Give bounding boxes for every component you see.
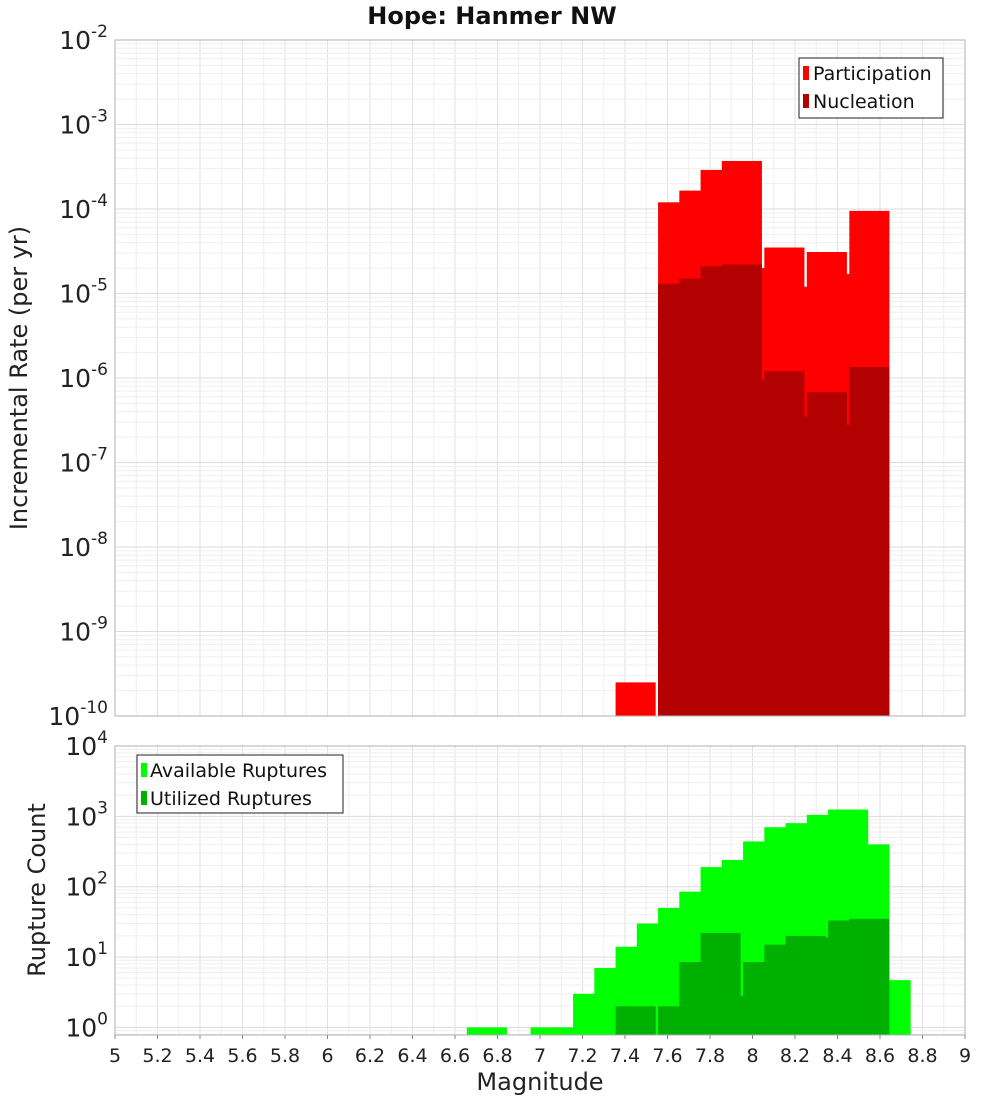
rate-y-tick-label: 10-4	[59, 191, 108, 224]
rate-y-tick-base: 10	[59, 195, 91, 224]
rate-legend: Participation Nucleation	[798, 57, 944, 119]
x-tick-label: 8	[746, 1045, 758, 1067]
x-tick-label: 7.4	[610, 1045, 640, 1067]
x-tick-label: 5.4	[185, 1045, 215, 1067]
rate-y-tick-base: 10	[59, 618, 91, 647]
rate-y-tick-label: 10-3	[59, 107, 108, 140]
count-legend-box	[136, 754, 344, 814]
count-y-tick-exponent: 4	[97, 728, 108, 748]
count-bar-primary	[466, 1027, 507, 1035]
rate-y-tick-label: 10-6	[59, 360, 108, 393]
rate-y-tick-base: 10	[59, 280, 91, 309]
count-bar-primary	[530, 1027, 571, 1035]
count-y-tick-exponent: 1	[97, 939, 108, 959]
x-tick-label: 8.4	[822, 1045, 852, 1067]
rate-y-tick-exponent: -8	[91, 529, 108, 549]
x-tick-label: 7.8	[695, 1045, 725, 1067]
count-y-tick-base: 10	[65, 802, 97, 831]
count-y-tick-base: 10	[65, 732, 97, 761]
chart-title: Hope: Hanmer NW	[367, 2, 616, 30]
rate-y-tick-label: 10-7	[59, 445, 108, 478]
rate-y-tick-label: 10-2	[59, 22, 108, 55]
count-y-tick-base: 10	[65, 873, 97, 902]
x-tick-label: 9	[959, 1045, 971, 1067]
rate-bars	[615, 160, 890, 717]
rate-bar-primary	[615, 682, 656, 716]
x-tick-label: 8.2	[780, 1045, 810, 1067]
count-y-tick-label: 101	[65, 939, 108, 972]
rate-y-tick-exponent: -5	[91, 276, 108, 296]
count-y-tick-base: 10	[65, 943, 97, 972]
x-axis-label: Magnitude	[476, 1068, 603, 1096]
rate-y-tick-exponent: -2	[91, 22, 108, 42]
legend-label-available: Available Ruptures	[150, 760, 327, 782]
rate-y-tick-exponent: -3	[91, 107, 108, 127]
count-y-tick-exponent: 2	[97, 869, 108, 889]
count-y-tick-label: 104	[65, 728, 108, 761]
x-tick-label: 7	[534, 1045, 546, 1067]
rate-y-tick-label: 10-8	[59, 529, 108, 562]
legend-swatch-nucleation	[803, 94, 809, 108]
rate-y-tick-exponent: -7	[91, 445, 108, 465]
count-y-tick-exponent: 0	[97, 1009, 108, 1029]
rate-y-tick-label: 10-9	[59, 614, 108, 647]
x-tick-label: 6.2	[355, 1045, 385, 1067]
legend-label-nucleation: Nucleation	[813, 91, 915, 113]
count-y-tick-base: 10	[65, 1013, 97, 1042]
rate-y-tick-base: 10	[59, 26, 91, 55]
rate-y-tick-exponent: -10	[80, 698, 108, 718]
rate-y-tick-exponent: -6	[91, 360, 108, 380]
x-tick-label: 6.4	[397, 1045, 427, 1067]
x-tick-label: 5	[109, 1045, 121, 1067]
legend-swatch-participation	[803, 66, 809, 80]
rate-legend-box	[798, 57, 944, 119]
count-y-tick-label: 102	[65, 869, 108, 902]
rate-plot-frame	[114, 39, 966, 717]
legend-swatch-available	[141, 763, 147, 777]
count-bar-secondary	[849, 918, 890, 1035]
count-y-axis-label: Rupture Count	[23, 803, 51, 977]
count-legend: Available Ruptures Utilized Ruptures	[136, 754, 344, 814]
rate-y-axis-label: Incremental Rate (per yr)	[5, 226, 33, 530]
x-tick-label: 7.6	[652, 1045, 682, 1067]
x-tick-label: 6.6	[440, 1045, 470, 1067]
count-y-tick-exponent: 3	[97, 798, 108, 818]
x-tick-label: 8.8	[907, 1045, 937, 1067]
x-tick-label: 8.6	[865, 1045, 895, 1067]
count-y-tick-label: 103	[65, 798, 108, 831]
count-bar-primary	[551, 1027, 592, 1035]
count-y-tick-label: 100	[65, 1009, 108, 1042]
rate-y-tick-base: 10	[59, 111, 91, 140]
x-tick-label: 5.2	[142, 1045, 172, 1067]
legend-label-utilized: Utilized Ruptures	[150, 788, 312, 810]
x-tick-label: 5.8	[270, 1045, 300, 1067]
rate-y-tick-exponent: -4	[91, 191, 108, 211]
rate-y-tick-base: 10	[59, 364, 91, 393]
rate-y-tick-base: 10	[59, 449, 91, 478]
rate-y-tick-base: 10	[59, 533, 91, 562]
count-bars	[466, 809, 911, 1035]
rate-y-tick-base: 10	[48, 702, 80, 731]
count-bar-secondary	[615, 1006, 656, 1035]
rate-y-tick-label: 10-10	[48, 698, 108, 731]
rate-y-tick-label: 10-5	[59, 276, 108, 309]
x-tick-label: 7.2	[567, 1045, 597, 1067]
x-tick-label: 6.8	[482, 1045, 512, 1067]
x-tick-label: 6	[321, 1045, 333, 1067]
legend-label-participation: Participation	[813, 63, 932, 85]
x-tick-label: 5.6	[227, 1045, 257, 1067]
rate-bar-secondary	[849, 366, 890, 716]
count-x-ticks: 5 5.2 5.4 5.6 5.8 6 6.2 6.4 6.6 6.8 7 7.2 7.4 7.6 7.8 8…	[109, 1035, 971, 1067]
rate-y-tick-exponent: -9	[91, 614, 108, 634]
legend-swatch-utilized	[141, 791, 147, 805]
